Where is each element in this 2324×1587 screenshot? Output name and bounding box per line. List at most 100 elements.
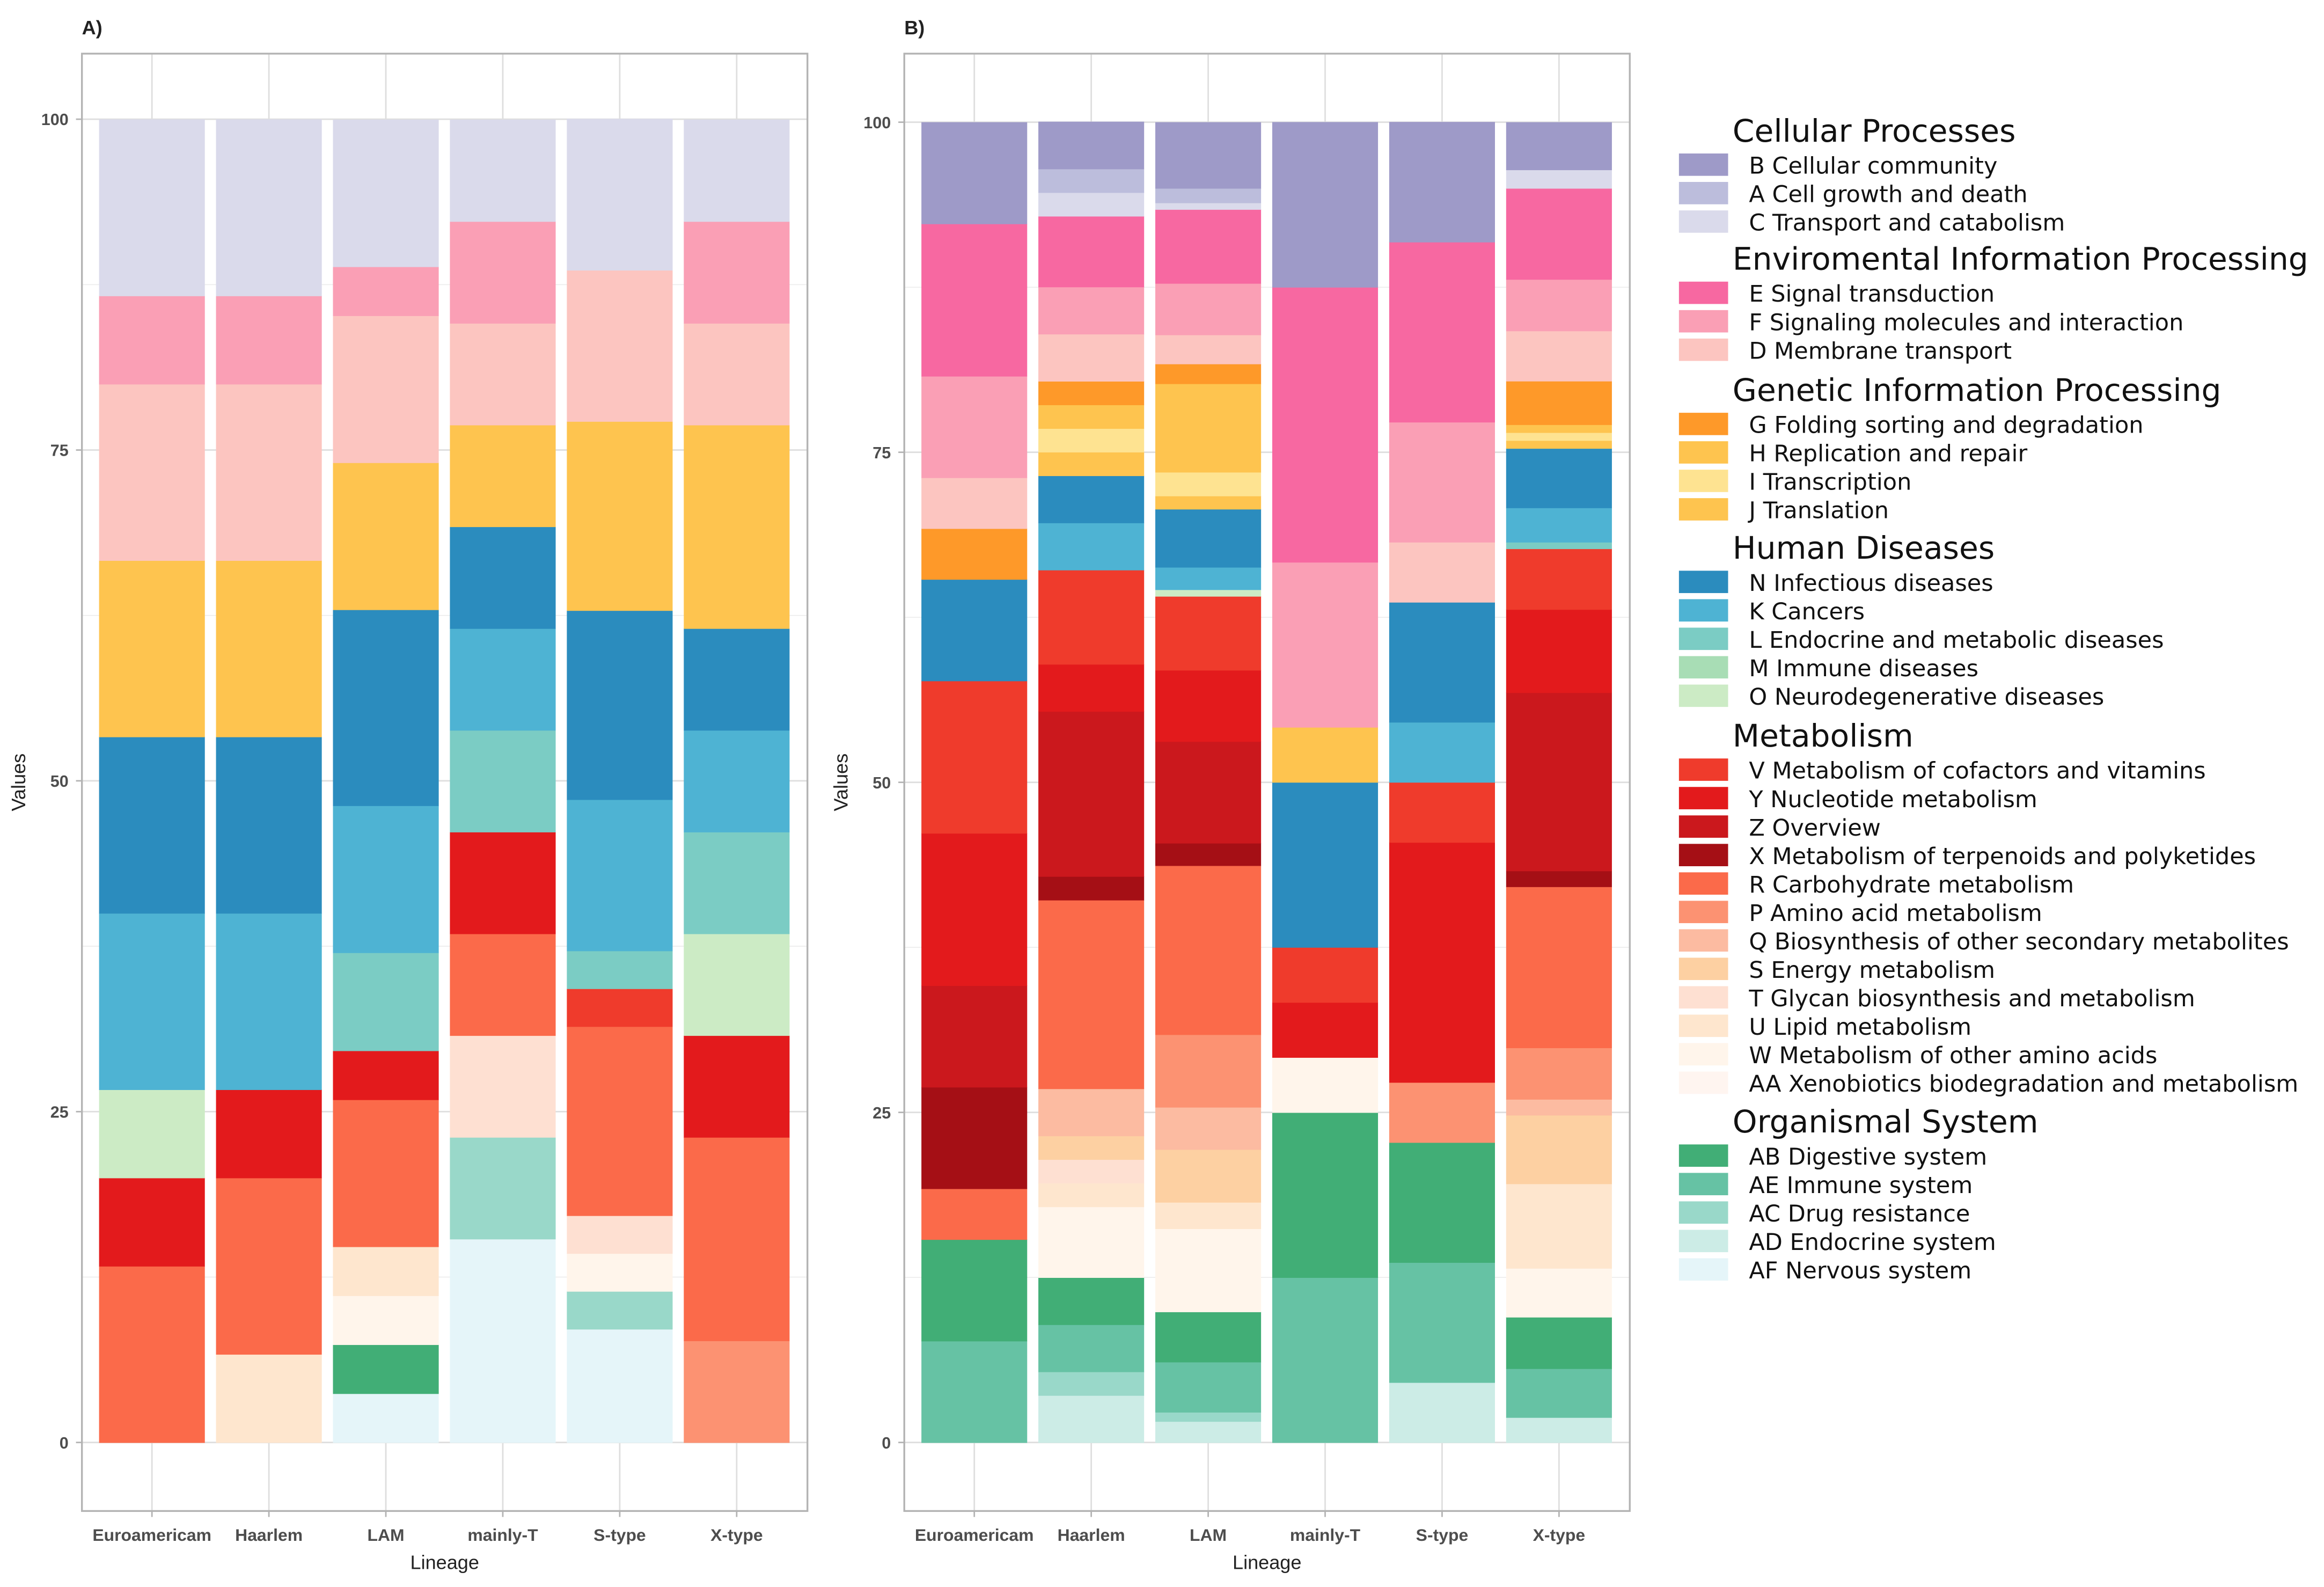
legend-item-J: J Translation: [1678, 498, 1889, 524]
legend-swatch: [1678, 599, 1728, 622]
bar-segment-R: [333, 1099, 439, 1247]
bar-segment-P: [684, 1341, 790, 1443]
bar-segment-C: [1038, 192, 1145, 217]
bar-segment-N: [333, 609, 439, 806]
bar-segment-V: [921, 681, 1028, 834]
bar-segment-V: [1272, 947, 1379, 1003]
bar-segment-I: [1155, 472, 1262, 496]
bar-segment-C: [450, 119, 556, 222]
bar-segment-D: [1506, 331, 1612, 382]
bar-segment-P: [1389, 1082, 1495, 1143]
bar-segment-E: [1272, 287, 1379, 563]
y-tick-label: 75: [873, 444, 891, 462]
legend-swatch: [1678, 310, 1728, 333]
bar-segment-W: [1272, 1057, 1379, 1113]
bar-segment-F: [1389, 422, 1495, 543]
bar-stack-Haarlem: [1038, 121, 1145, 1443]
bar-segment-C: [1506, 170, 1612, 189]
bar-segment-D: [1155, 334, 1262, 364]
x-tick-label: S-type: [593, 1525, 646, 1545]
legend-item-label: N Infectious diseases: [1749, 570, 1993, 597]
legend-item-label: T Glycan biosynthesis and metabolism: [1748, 985, 2195, 1012]
bar-segment-V: [1038, 569, 1145, 665]
legend-swatch: [1678, 787, 1728, 809]
bar-segment-D: [567, 270, 673, 422]
panel-label: B): [904, 17, 925, 39]
bar-segment-K: [1155, 567, 1262, 590]
bar-segment-O: [99, 1089, 205, 1179]
legend-item-O: O Neurodegenerative diseases: [1678, 684, 2104, 711]
bar-segment-N: [216, 736, 322, 914]
bar-segment-AC: [450, 1137, 556, 1240]
bar-segment-S: [1506, 1115, 1612, 1184]
bar-segment-K: [567, 799, 673, 952]
bar-segment-V: [1389, 782, 1495, 843]
legend-swatch: [1678, 1173, 1728, 1196]
legend-item-label: AC Drug resistance: [1749, 1201, 1970, 1227]
x-tick-label: S-type: [1416, 1525, 1469, 1545]
legend-item-label: L Endocrine and metabolic diseases: [1749, 627, 2164, 654]
bar-segment-AB: [1389, 1142, 1495, 1263]
legend-swatch: [1678, 844, 1728, 866]
bar-segment-J: [450, 425, 556, 528]
legend-item-label: K Cancers: [1749, 598, 1865, 625]
legend-swatch: [1678, 1014, 1728, 1037]
legend-group-title: Organismal System: [1733, 1103, 2039, 1140]
legend-item-U: U Lipid metabolism: [1678, 1014, 1971, 1041]
bar-segment-AB: [1038, 1277, 1145, 1325]
legend-swatch: [1678, 656, 1728, 679]
bar-segment-H: [1506, 425, 1612, 433]
bar-segment-W: [1506, 1268, 1612, 1318]
bar-segment-J: [684, 425, 790, 629]
bar-segment-W: [1038, 1206, 1145, 1278]
bar-segment-F: [684, 221, 790, 324]
legend-item-label: X Metabolism of terpenoids and polyketid…: [1749, 843, 2256, 870]
legend-swatch: [1678, 1043, 1728, 1066]
legend-swatch: [1678, 627, 1728, 650]
bar-segment-AE: [921, 1341, 1028, 1443]
legend-item-L: L Endocrine and metabolic diseases: [1678, 627, 2164, 654]
legend-item-label: P Amino acid metabolism: [1749, 900, 2042, 927]
bar-stack-X-type: [1506, 122, 1612, 1443]
legend-swatch: [1678, 441, 1728, 464]
bar-segment-AE: [1389, 1262, 1495, 1383]
bar-stack-S-type: [1389, 122, 1495, 1443]
legend-swatch: [1678, 338, 1728, 361]
panel-label: A): [82, 17, 102, 39]
legend-item-W: W Metabolism of other amino acids: [1678, 1042, 2157, 1069]
panel-border: [81, 53, 809, 1512]
legend-item-E: E Signal transduction: [1678, 281, 1995, 308]
bar-segment-AB: [333, 1344, 439, 1394]
legend-item-label: Z Overview: [1749, 815, 1881, 842]
bar-segment-AD: [1506, 1417, 1612, 1443]
legend-group: Genetic Information Processing G Folding …: [1678, 372, 2222, 524]
bar-segment-AB: [1506, 1317, 1612, 1369]
bar-segment-Y: [1272, 1002, 1379, 1058]
bar-segment-P: [1506, 1048, 1612, 1100]
bar-segment-D: [1389, 542, 1495, 603]
legend-item-R: R Carbohydrate metabolism: [1678, 872, 2074, 898]
bar-segment-U: [1155, 1202, 1262, 1229]
bar-segment-W: [567, 1253, 673, 1292]
legend-swatch: [1678, 1201, 1728, 1224]
bar-segment-H: [1155, 383, 1262, 473]
x-axis-title: Lineage: [1233, 1552, 1301, 1574]
bar-segment-N: [99, 736, 205, 914]
bar-segment-D: [921, 477, 1028, 529]
bar-segment-R: [921, 1188, 1028, 1240]
bar-segment-N: [1155, 509, 1262, 568]
legend-swatch: [1678, 153, 1728, 176]
legend-item-label: AF Nervous system: [1749, 1257, 1971, 1284]
bar-segment-AB: [1272, 1112, 1379, 1278]
legend-item-B: B Cellular community: [1678, 152, 1997, 179]
legend-item-N: N Infectious diseases: [1678, 570, 1993, 597]
bar-segment-T: [567, 1215, 673, 1254]
legend-item-X: X Metabolism of terpenoids and polyketid…: [1678, 843, 2256, 870]
panel-b: Euroamericam Haarlem LAM mainly-T S-type X-ty…: [830, 17, 1631, 1574]
y-tick-label: 25: [873, 1104, 891, 1122]
bar-segment-R: [1155, 865, 1262, 1035]
x-tick-label: mainly-T: [1290, 1525, 1361, 1545]
bar-segment-B: [1272, 122, 1379, 288]
legend-item-label: Q Biosynthesis of other secondary metabo…: [1749, 928, 2289, 955]
